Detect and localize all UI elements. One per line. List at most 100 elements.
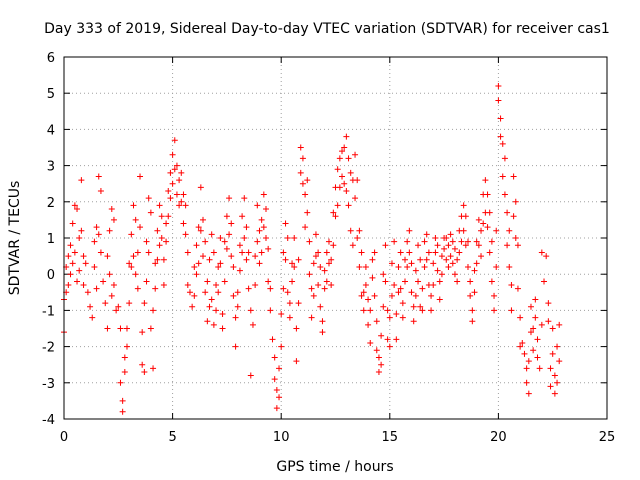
data-point [74,206,81,213]
data-point [386,314,393,321]
data-point [491,292,498,299]
data-point [150,307,157,314]
data-point [247,307,254,314]
x-tick-label: 20 [490,430,507,445]
data-point [69,220,76,227]
data-point [74,278,81,285]
data-point [419,285,426,292]
data-point [239,249,246,256]
data-point [341,180,348,187]
data-point [276,365,283,372]
data-point [343,133,350,140]
data-point [343,187,350,194]
data-point [304,177,311,184]
data-point [297,169,304,176]
data-point [245,249,252,256]
y-axis-ticks: -4 -3 -2 -1 0 1 2 3 4 5 6 [42,51,607,428]
data-point [254,202,261,209]
x-axis-label: GPS time / hours [276,459,393,475]
data-point [178,169,185,176]
data-point [352,151,359,158]
data-point [104,253,111,260]
data-point [173,191,180,198]
data-point [330,209,337,216]
data-point [243,256,250,263]
data-point [82,260,89,267]
data-point [163,220,170,227]
data-point [210,249,217,256]
data-point [534,354,541,361]
data-point [430,260,437,267]
data-point [406,227,413,234]
data-point [547,365,554,372]
data-point [215,263,222,270]
data-point [117,379,124,386]
data-point [119,397,126,404]
data-point [76,235,83,241]
data-point [367,339,374,346]
data-point [132,271,139,278]
data-point [451,271,458,278]
data-point [202,289,209,296]
data-point [282,256,289,263]
data-point [360,289,367,296]
data-point [497,115,504,122]
data-point [258,216,265,223]
data-point [297,144,304,151]
data-point [310,292,317,299]
data-point [293,358,300,365]
data-point [493,263,500,270]
data-point [97,187,104,194]
data-point [210,321,217,328]
data-point [530,325,537,332]
data-point [508,307,515,314]
data-point [371,292,378,299]
data-point [521,350,528,357]
data-point [556,321,563,328]
data-point [467,292,474,299]
data-point [76,267,83,274]
data-point [95,173,102,180]
data-point [367,307,374,314]
data-point [230,292,237,299]
data-point [410,303,417,310]
data-point [334,166,341,173]
data-point [239,213,246,220]
data-point [137,224,144,231]
data-point [399,300,406,307]
data-point [395,263,402,270]
data-point [462,242,469,249]
data-point [538,321,545,328]
data-point [282,220,289,227]
data-point [330,242,337,249]
data-point [508,282,515,289]
data-point [241,235,248,241]
data-point [514,285,521,292]
data-point [325,260,332,267]
data-point [249,321,256,328]
data-point [475,216,482,223]
data-point [484,191,491,198]
data-point [362,263,369,270]
data-point [434,267,441,274]
data-point [391,282,398,289]
data-point [321,285,328,292]
data-point [375,354,382,361]
data-point [173,162,180,169]
data-point [328,256,335,263]
data-point [87,303,94,310]
data-point [356,263,363,270]
data-point [415,278,422,285]
data-point [315,282,322,289]
data-point [291,263,298,270]
data-point [230,263,237,270]
data-point [345,155,352,162]
y-tick-label: 2 [47,196,55,211]
data-point [347,169,354,176]
data-point [504,242,511,249]
data-point [78,177,85,184]
data-point [352,195,359,202]
data-point [165,213,172,220]
data-point [334,202,341,209]
data-point [67,271,74,278]
